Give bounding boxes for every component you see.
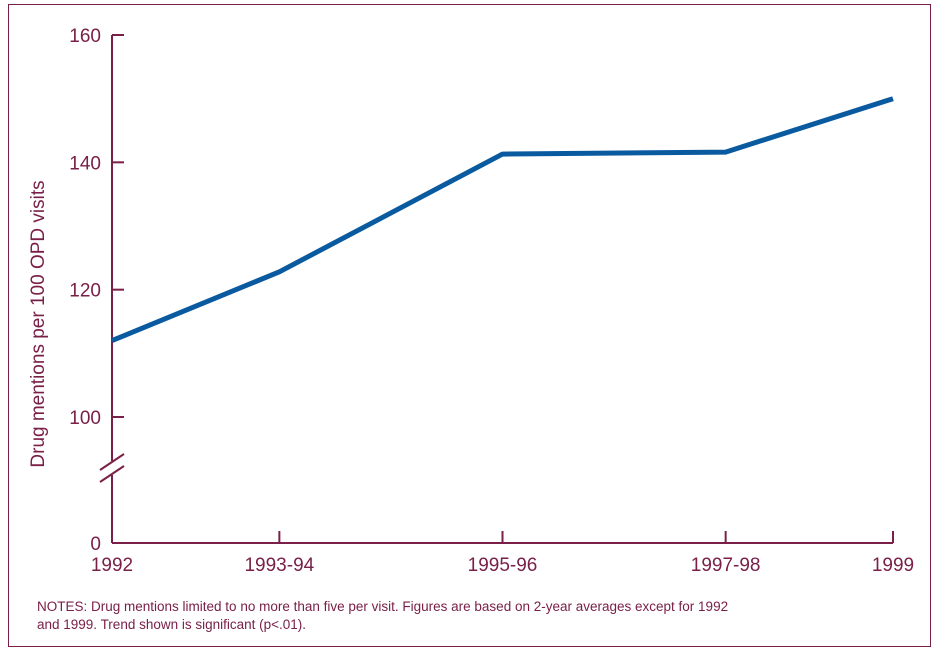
x-tick-label: 1993-94 — [244, 555, 314, 576]
y-axis-label: Drug mentions per 100 OPD visits — [28, 180, 49, 467]
x-tick-label: 1995-96 — [468, 555, 538, 576]
x-tick-label: 1999 — [872, 555, 914, 576]
axis-break-gap — [109, 461, 115, 475]
series-line — [111, 96, 894, 343]
y-tick-label: 100 — [69, 408, 101, 429]
x-tick-label: 1997-98 — [691, 555, 761, 576]
axis-break-mark — [99, 453, 125, 471]
y-tick-label: 140 — [69, 153, 101, 174]
y-tick-label: 0 — [90, 534, 101, 555]
x-tick-label: 1992 — [91, 555, 133, 576]
axis-break-mark — [99, 465, 125, 483]
chart-frame — [8, 4, 931, 647]
series-layer — [111, 96, 894, 343]
y-axis-ticks: 0 100 120 140 160 — [69, 26, 124, 555]
chart-notes: NOTES: Drug mentions limited to no more … — [37, 599, 729, 632]
y-tick-label: 160 — [69, 26, 101, 47]
x-axis-ticks: 1992 1993-94 1995-96 1997-98 1999 — [91, 531, 914, 576]
axes — [99, 35, 893, 544]
y-tick-label: 120 — [69, 281, 101, 302]
